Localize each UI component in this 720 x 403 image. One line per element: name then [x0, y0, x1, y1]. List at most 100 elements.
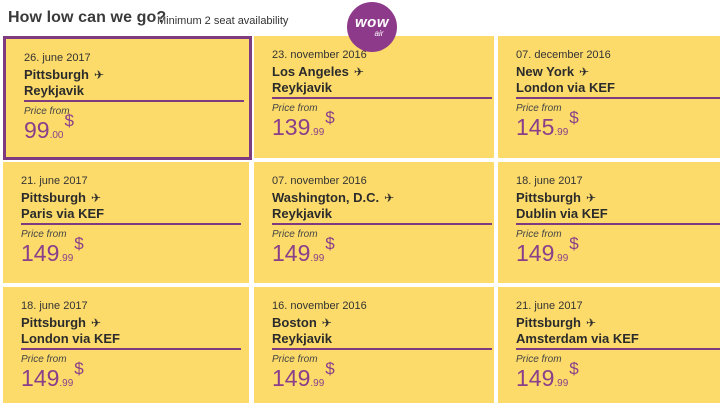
deal-origin: Pittsburgh	[21, 190, 86, 205]
deal-destination: Reykjavik	[272, 331, 332, 346]
price-cents: .99	[59, 253, 74, 264]
plane-icon: ✈	[91, 191, 102, 205]
deal-destination: Paris via KEF	[21, 206, 105, 221]
price-label: Price from	[21, 354, 67, 365]
deal-price: 149.99$	[272, 359, 335, 392]
currency-symbol: $	[569, 359, 579, 378]
deal-card[interactable]: 21. june 2017 Pittsburgh ✈ Amsterdam via …	[498, 287, 720, 403]
currency-symbol: $	[569, 108, 579, 127]
page-header: How low can we go? Minimum 2 seat availa…	[0, 0, 720, 52]
page-title: How low can we go?	[8, 9, 167, 26]
deal-origin: Pittsburgh	[24, 67, 89, 82]
price-cents: .99	[554, 378, 569, 389]
currency-symbol: $	[74, 234, 84, 253]
divider	[21, 223, 241, 225]
deal-card[interactable]: 21. june 2017 Pittsburgh ✈ Paris via KEF …	[3, 162, 249, 283]
price-cents: .99	[310, 127, 325, 138]
price-label: Price from	[272, 229, 318, 240]
price-label: Price from	[516, 103, 562, 114]
price-label: Price from	[516, 354, 562, 365]
deal-price: 99.00$	[24, 111, 74, 144]
deal-price: 149.99$	[21, 234, 84, 267]
price-main: 149	[21, 240, 60, 266]
currency-symbol: $	[325, 108, 335, 127]
price-cents: .99	[310, 253, 325, 264]
deal-price: 149.99$	[272, 234, 335, 267]
deal-origin: Washington, D.C.	[272, 190, 380, 205]
logo-text: wow	[355, 14, 389, 31]
currency-symbol: $	[325, 234, 335, 253]
deal-date: 07. december 2016	[516, 49, 611, 61]
plane-icon: ✈	[384, 191, 395, 205]
deal-date: 07. november 2016	[272, 175, 367, 187]
price-cents: .00	[49, 130, 64, 141]
deal-card[interactable]: 18. june 2017 Pittsburgh ✈ London via KEF…	[3, 287, 249, 403]
deal-card[interactable]: 07. november 2016 Washington, D.C. ✈ Reyk…	[254, 162, 494, 283]
deal-destination: Reykjavik	[24, 83, 84, 98]
deal-date: 23. november 2016	[272, 49, 367, 61]
currency-symbol: $	[74, 359, 84, 378]
deal-date: 21. june 2017	[516, 300, 583, 312]
divider	[516, 97, 720, 99]
price-label: Price from	[272, 103, 318, 114]
price-cents: .99	[310, 378, 325, 389]
logo-subtext: air	[374, 29, 384, 38]
divider	[272, 223, 492, 225]
deal-origin: Pittsburgh	[516, 190, 581, 205]
price-label: Price from	[21, 229, 67, 240]
deals-grid: 26. june 2017 Pittsburgh ✈ Reykjavik Pric…	[0, 36, 720, 403]
deal-origin: Los Angeles	[272, 64, 349, 79]
price-main: 149	[21, 365, 60, 391]
divider	[272, 97, 492, 99]
price-cents: .99	[554, 127, 569, 138]
plane-icon: ✈	[586, 316, 597, 330]
deal-destination: Dublin via KEF	[516, 206, 608, 221]
deal-route: Boston ✈ Reykjavik	[272, 315, 332, 347]
deal-route: Pittsburgh ✈ Amsterdam via KEF	[516, 315, 639, 347]
currency-symbol: $	[325, 359, 335, 378]
deal-destination: Reykjavik	[272, 80, 332, 95]
deal-route: Pittsburgh ✈ Reykjavik	[24, 67, 104, 99]
price-label: Price from	[24, 106, 70, 117]
deal-card[interactable]: 16. november 2016 Boston ✈ Reykjavik Pric…	[254, 287, 494, 403]
price-label: Price from	[516, 229, 562, 240]
deal-card[interactable]: 23. november 2016 Los Angeles ✈ Reykjavik…	[254, 36, 494, 158]
price-main: 99	[24, 117, 50, 143]
plane-icon: ✈	[586, 191, 597, 205]
currency-symbol: $	[64, 111, 74, 130]
deal-destination: Reykjavik	[272, 206, 332, 221]
divider	[24, 100, 244, 102]
price-main: 149	[272, 365, 311, 391]
price-label: Price from	[272, 354, 318, 365]
deal-price: 139.99$	[272, 108, 335, 141]
price-main: 149	[516, 365, 555, 391]
plane-icon: ✈	[91, 316, 102, 330]
deal-price: 149.99$	[516, 359, 579, 392]
deal-date: 26. june 2017	[24, 52, 91, 64]
wow-air-logo[interactable]: wow air	[347, 2, 397, 52]
divider	[516, 223, 720, 225]
plane-icon: ✈	[353, 65, 364, 79]
price-main: 149	[516, 240, 555, 266]
deal-date: 18. june 2017	[21, 300, 88, 312]
deal-route: Los Angeles ✈ Reykjavik	[272, 64, 364, 96]
divider	[516, 348, 720, 350]
price-main: 149	[272, 240, 311, 266]
deal-date: 16. november 2016	[272, 300, 367, 312]
plane-icon: ✈	[579, 65, 590, 79]
deal-price: 149.99$	[21, 359, 84, 392]
deal-date: 21. june 2017	[21, 175, 88, 187]
deal-route: Pittsburgh ✈ Paris via KEF	[21, 190, 104, 222]
deal-destination: London via KEF	[516, 80, 615, 95]
divider	[21, 348, 241, 350]
price-cents: .99	[59, 378, 74, 389]
divider	[272, 348, 492, 350]
deal-card[interactable]: 07. december 2016 New York ✈ London via K…	[498, 36, 720, 158]
currency-symbol: $	[569, 234, 579, 253]
deal-origin: New York	[516, 64, 575, 79]
deal-destination: London via KEF	[21, 331, 120, 346]
deal-card[interactable]: 26. june 2017 Pittsburgh ✈ Reykjavik Pric…	[3, 36, 252, 160]
deal-route: Washington, D.C. ✈ Reykjavik	[272, 190, 394, 222]
price-cents: .99	[554, 253, 569, 264]
deal-card[interactable]: 18. june 2017 Pittsburgh ✈ Dublin via KEF…	[498, 162, 720, 283]
